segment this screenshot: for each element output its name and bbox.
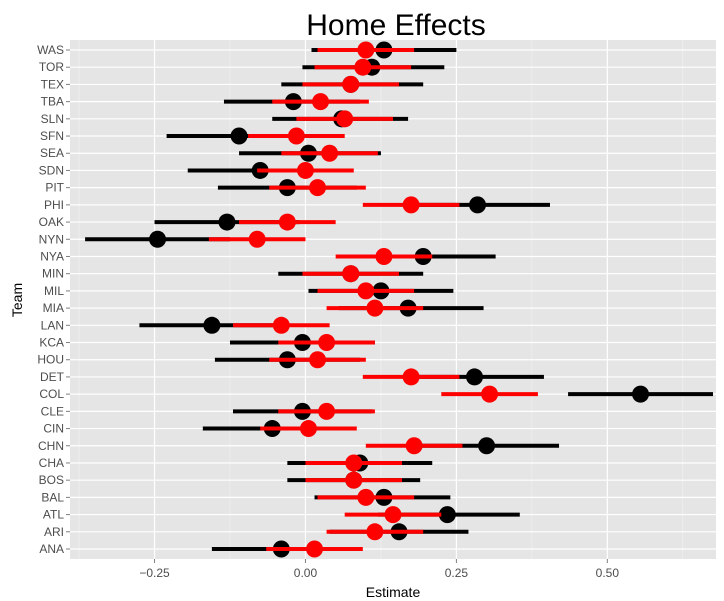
y-tick-label-tba: TBA (41, 95, 64, 109)
point-cin (299, 420, 317, 438)
point-mil (357, 282, 375, 300)
y-tick-label-nyn: NYN (39, 232, 64, 246)
y-tick-label-cha: CHA (39, 456, 64, 470)
point-oak (278, 213, 296, 231)
point-sfn (287, 127, 305, 145)
y-tick-label-was: WAS (37, 43, 64, 57)
y-tick-label-phi: PHI (44, 198, 64, 212)
point-phi (402, 196, 420, 214)
point-bal (357, 488, 375, 506)
point-ana (306, 540, 324, 558)
point-chn (405, 437, 423, 455)
y-tick-label-bal: BAL (41, 490, 64, 504)
point-sfn (230, 127, 248, 145)
point-ari (366, 523, 384, 541)
point-lan (203, 316, 221, 334)
point-nyn (248, 230, 266, 248)
y-tick-label-cle: CLE (41, 404, 64, 418)
y-tick-label-sdn: SDN (39, 163, 64, 177)
point-col (632, 385, 650, 403)
point-atl (384, 506, 402, 524)
point-tex (342, 75, 360, 93)
point-cha (345, 454, 363, 472)
y-axis-title: Team (9, 283, 25, 317)
point-tor (354, 58, 372, 76)
y-tick-label-ana: ANA (39, 542, 64, 556)
y-tick-label-kca: KCA (39, 336, 64, 350)
point-bos (345, 471, 363, 489)
point-oak (218, 213, 236, 231)
series-layer (85, 41, 713, 558)
x-tick-label: −0.25 (139, 566, 170, 580)
point-nyn (149, 230, 167, 248)
y-tick-label-ari: ARI (44, 525, 64, 539)
chart-title: Home Effects (306, 9, 486, 42)
point-lan (272, 316, 290, 334)
point-mia (366, 299, 384, 317)
y-tick-label-sfn: SFN (40, 129, 64, 143)
point-sln (336, 110, 354, 128)
y-tick-label-lan: LAN (41, 318, 64, 332)
point-atl (438, 506, 456, 524)
y-tick-label-tor: TOR (39, 60, 64, 74)
y-tick-label-tex: TEX (41, 77, 64, 91)
point-tba (312, 93, 330, 111)
x-tick-label: 0.25 (445, 566, 469, 580)
y-tick-label-mil: MIL (44, 284, 64, 298)
x-tick-labels: −0.25 0.00 0.25 0.50 (139, 559, 619, 580)
point-pit (309, 179, 327, 197)
point-det (402, 368, 420, 386)
y-tick-labels: ANA ARI ATL BAL BOS CHA CHN CIN CLE COL DET HOU KCA L… (37, 43, 70, 556)
point-nya (375, 247, 393, 265)
point-min (342, 265, 360, 283)
point-sdn (296, 161, 314, 179)
y-tick-label-cin: CIN (43, 422, 64, 436)
y-tick-label-sea: SEA (40, 146, 64, 160)
point-col (481, 385, 499, 403)
point-chn (478, 437, 496, 455)
point-sea (321, 144, 339, 162)
y-tick-label-sln: SLN (41, 112, 64, 126)
y-tick-label-min: MIN (42, 267, 64, 281)
y-tick-label-oak: OAK (39, 215, 64, 229)
point-det (466, 368, 484, 386)
plot-panel (70, 40, 716, 559)
point-kca (318, 334, 336, 352)
point-cle (318, 402, 336, 420)
point-phi (469, 196, 487, 214)
x-tick-label: 0.50 (596, 566, 620, 580)
point-hou (309, 351, 327, 369)
point-was (357, 41, 375, 59)
y-tick-label-mia: MIA (43, 301, 64, 315)
x-tick-label: 0.00 (294, 566, 318, 580)
y-tick-label-bos: BOS (39, 473, 64, 487)
y-tick-label-pit: PIT (45, 181, 64, 195)
y-tick-label-det: DET (40, 370, 65, 384)
series-2 (208, 41, 538, 558)
y-tick-label-atl: ATL (43, 508, 64, 522)
x-axis-title: Estimate (366, 584, 421, 600)
y-tick-label-chn: CHN (38, 439, 64, 453)
y-tick-label-col: COL (39, 387, 64, 401)
y-tick-label-nya: NYA (40, 249, 64, 263)
y-tick-label-hou: HOU (37, 353, 64, 367)
